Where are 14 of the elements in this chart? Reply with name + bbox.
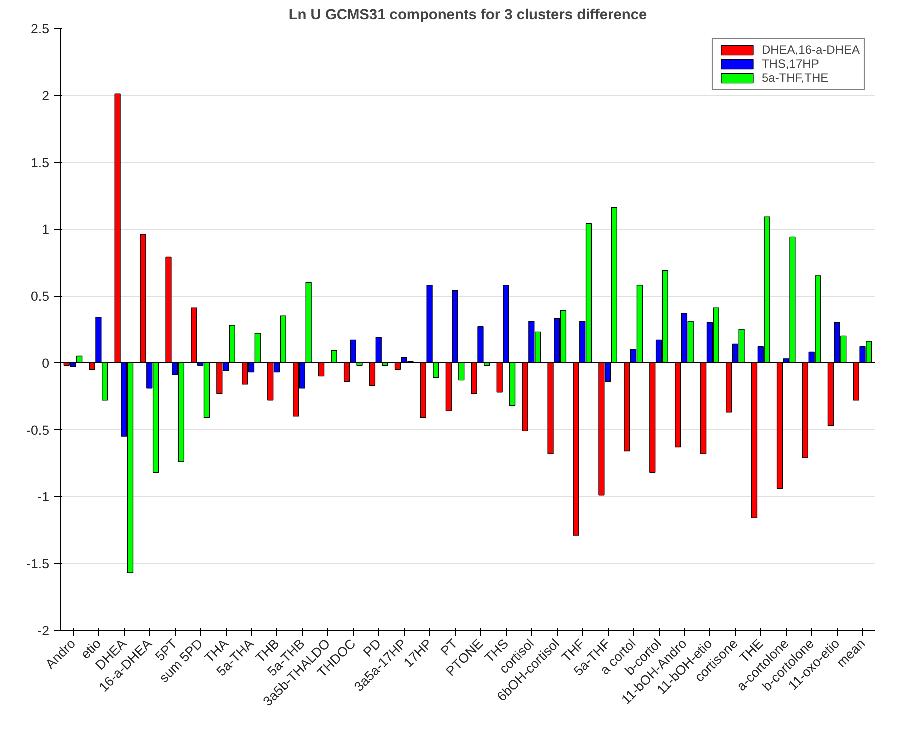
y-tick-label: 1: [42, 222, 50, 238]
y-tick-label: 0.5: [30, 289, 50, 304]
y-tick-label: -0.5: [26, 422, 50, 438]
chart-title: Ln U GCMS31 components for 3 clusters difference: [288, 8, 648, 24]
legend-label: THS,17HP: [762, 57, 820, 71]
legend-label: DHEA,16-a-DHEA: [762, 43, 860, 57]
y-tick-label: -2: [38, 624, 50, 638]
legend-label: 5a-THF,THE: [762, 71, 829, 85]
y-tick-label: 2: [42, 88, 50, 104]
y-tick-label: -1.5: [26, 556, 50, 572]
y-tick-label: 0: [42, 356, 50, 371]
y-tick-label: -1: [38, 490, 50, 505]
y-tick-label: 1.5: [30, 155, 50, 170]
y-tick-label: 2.5: [30, 22, 50, 36]
